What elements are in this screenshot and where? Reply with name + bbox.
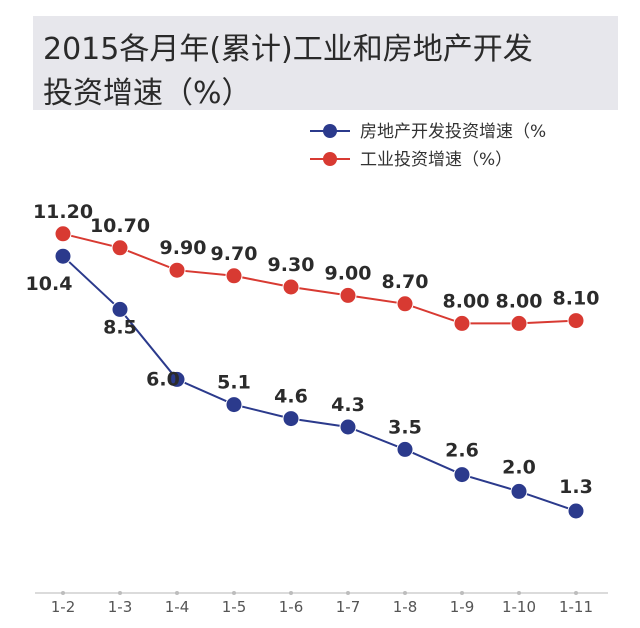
series-industry [54,225,585,332]
data-point [567,502,585,520]
data-point [339,418,357,436]
data-label: 9.30 [268,254,315,276]
series-real-estate [54,247,585,520]
x-tick-label: 1-4 [165,598,190,616]
x-tick-mark [289,591,293,595]
data-label: 4.3 [331,394,365,416]
x-tick-label: 1-9 [450,598,475,616]
data-label: 9.70 [211,243,258,265]
data-point [111,239,129,257]
x-tick-mark [460,591,464,595]
chart-title-line1: 2015各月年(累计)工业和房地产开发 [43,32,533,67]
data-point [54,225,72,243]
data-label: 9.90 [160,237,207,259]
data-label: 6.0 [146,368,180,390]
data-point [168,370,186,388]
x-tick-label: 1-5 [222,598,247,616]
data-label: 8.5 [103,316,137,338]
series-line [62,232,577,325]
data-label: 8.10 [553,288,600,310]
data-label: 8.00 [496,290,543,312]
data-point [396,295,414,313]
x-tick-label: 1-6 [279,598,304,616]
x-tick-mark [61,591,65,595]
legend-marker [323,124,337,138]
data-label: 8.00 [443,290,490,312]
legend-item: 工业投资增速（%） [310,150,512,170]
x-tick-mark [517,591,521,595]
data-point [567,312,585,330]
data-label: 8.70 [382,271,429,293]
x-tick-mark [346,591,350,595]
data-label: 5.1 [217,372,251,394]
legend-marker [323,152,337,166]
data-point [225,267,243,285]
data-label: 3.5 [388,416,422,438]
data-point [339,286,357,304]
data-point [510,314,528,332]
data-label: 10.70 [90,215,150,237]
data-point [168,261,186,279]
x-tick-label: 1-2 [51,598,76,616]
x-tick-label: 1-8 [393,598,418,616]
data-point [453,466,471,484]
x-tick-label: 1-7 [336,598,361,616]
chart-title-box: 2015各月年(累计)工业和房地产开发 投资增速（%） [33,16,618,111]
legend-label: 工业投资增速（%） [360,150,512,170]
data-label: 9.00 [325,262,372,284]
data-point [396,440,414,458]
data-label: 11.20 [33,201,93,223]
legend-item: 房地产开发投资增速（% [310,122,546,142]
data-point [111,300,129,318]
data-label: 1.3 [559,476,593,498]
x-tick-label: 1-3 [108,598,133,616]
data-label: 2.6 [445,440,479,462]
data-point [54,247,72,265]
x-tick-mark [403,591,407,595]
watermark: 大数财经 [6,605,55,619]
data-label: 4.6 [274,386,308,408]
data-point [282,410,300,428]
x-tick-label: 1-11 [559,598,593,616]
series-line [62,255,577,512]
x-tick-mark [118,591,122,595]
data-point [453,314,471,332]
data-label: 2.0 [502,456,536,478]
x-tick-mark [232,591,236,595]
x-tick-mark [175,591,179,595]
legend-label: 房地产开发投资增速（% [360,122,546,142]
x-tick-mark [574,591,578,595]
data-point [282,278,300,296]
data-point [510,482,528,500]
chart-title-line2: 投资增速（%） [43,76,252,111]
x-tick-label: 1-10 [502,598,536,616]
data-label: 10.4 [26,273,73,295]
data-point [225,396,243,414]
